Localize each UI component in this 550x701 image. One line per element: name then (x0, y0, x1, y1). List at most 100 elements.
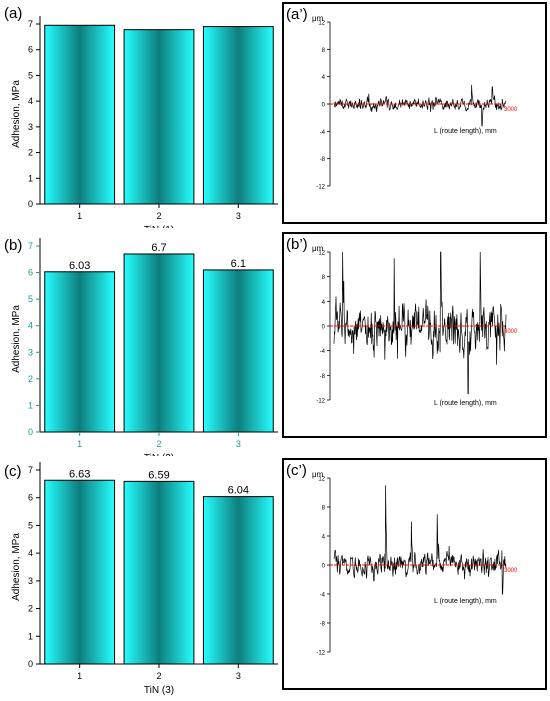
data-label: 6.03 (69, 260, 90, 272)
y-tick-label: 2 (28, 604, 33, 614)
panel-row-a: 01234567123TiN (1)Adhesion, MPa(a) (a’)μ… (0, 0, 550, 236)
y-tick-label: 7 (28, 465, 33, 475)
data-label: 6.04 (228, 485, 249, 497)
y-axis-title: Adhesion, MPa (11, 80, 22, 148)
profile-y-tick-label: -8 (320, 374, 326, 380)
bar (44, 479, 116, 665)
panel-row-c: 0 1 2 3 4 5 6 7 1 6.63 2 6.59 3 6.04 TiN (3) Adhesion, … (0, 456, 550, 696)
x-tick-label: 3 (236, 211, 241, 221)
data-label: 6.7 (151, 242, 166, 254)
bar (202, 269, 274, 433)
bar-chart-c-svg: 0 1 2 3 4 5 6 7 1 6.63 2 6.59 3 6.04 TiN (3) Adhesion, … (4, 462, 278, 696)
y-tick-label: 1 (28, 173, 33, 183)
y-tick-label: 0 (28, 659, 33, 669)
x-tick-label: 2 (156, 211, 161, 221)
y-tick-label: 7 (28, 241, 33, 251)
bar (123, 253, 195, 433)
profile-y-tick-label: -12 (316, 651, 325, 657)
bar-chart-a-svg: 01234567123TiN (1)Adhesion, MPa(a) (4, 5, 278, 236)
y-tick-label: 3 (28, 347, 33, 357)
y-tick-label: 6 (28, 45, 33, 55)
profile-y-tick-label: 4 (322, 300, 326, 306)
y-tick-label: 3 (28, 576, 33, 586)
end-tick-label: 3000 (504, 107, 518, 113)
x-tick-label: 2 (156, 671, 161, 681)
x-tick-label: 3 (236, 671, 241, 681)
bar (202, 26, 274, 205)
x-tick-label: 1 (77, 211, 82, 221)
profile-y-tick-label: -8 (320, 622, 326, 628)
profile-y-tick-label: 0 (322, 325, 326, 331)
y-tick-label: 4 (28, 321, 33, 331)
y-tick-label: 7 (28, 19, 33, 29)
bar (123, 29, 195, 205)
y-tick-label: 6 (28, 493, 33, 503)
panel-label: (a’) (286, 6, 308, 23)
x-axis-title: L (route length), mm (434, 400, 497, 407)
bar (44, 271, 116, 433)
profile-y-tick-label: 4 (322, 535, 326, 541)
y-tick-label: 0 (28, 199, 33, 209)
unit-label: μm (312, 470, 324, 479)
bar (202, 496, 274, 665)
y-tick-label: 2 (28, 148, 33, 158)
y-axis-title: Adhesion, MPa (11, 305, 22, 373)
x-tick-label: 1 (77, 671, 82, 681)
panel-label: (c) (4, 463, 22, 480)
profile-y-tick-label: 8 (322, 48, 326, 54)
y-tick-label: 5 (28, 520, 33, 530)
x-tick-label: 2 (156, 439, 161, 449)
panel-label: (c’) (286, 462, 307, 479)
profile-y-tick-label: -4 (320, 593, 326, 599)
y-tick-label: 1 (28, 400, 33, 410)
data-label: 6.63 (69, 468, 90, 480)
profile-trace (333, 251, 507, 395)
profile-panel-b: (b’) μm 12 8 4 0 -4 -8 -12 3000 L (route length), … (282, 232, 547, 438)
end-tick-label: 3000 (504, 329, 518, 335)
bar (44, 24, 116, 205)
x-axis-title: L (route length), mm (434, 598, 497, 605)
x-axis-title: TiN (3) (144, 685, 174, 696)
y-tick-label: 0 (28, 427, 33, 437)
x-axis-title: L (route length), mm (434, 128, 497, 135)
bar-chart-a: 01234567123TiN (1)Adhesion, MPa(a) (0, 0, 282, 236)
profile-y-tick-label: 8 (322, 275, 326, 281)
unit-label: μm (312, 14, 324, 23)
bar (123, 480, 195, 665)
profile-y-tick-label: -4 (320, 130, 326, 136)
unit-label: μm (312, 244, 324, 253)
profile-y-tick-label: -8 (320, 157, 326, 163)
profile-y-tick-label: 12 (318, 251, 325, 257)
data-label: 6.59 (148, 469, 169, 481)
profile-y-tick-label: 0 (322, 103, 326, 109)
y-tick-label: 4 (28, 548, 33, 558)
profile-y-tick-label: -12 (316, 185, 325, 191)
profile-y-tick-label: 12 (318, 477, 325, 483)
y-tick-label: 5 (28, 294, 33, 304)
y-tick-label: 1 (28, 631, 33, 641)
profile-y-tick-label: 4 (322, 75, 326, 81)
profile-y-tick-label: 8 (322, 506, 326, 512)
profile-panel-c: (c’) μm 12 8 4 0 -4 -8 -12 3000 L (route length), … (282, 458, 547, 690)
profile-y-tick-label: 0 (322, 564, 326, 570)
x-tick-label: 1 (77, 439, 82, 449)
y-tick-label: 5 (28, 70, 33, 80)
profile-trace (333, 485, 507, 595)
y-tick-label: 3 (28, 122, 33, 132)
y-tick-label: 4 (28, 96, 33, 106)
bar-chart-c: 0 1 2 3 4 5 6 7 1 6.63 2 6.59 3 6.04 TiN (3) Adhesion, … (0, 456, 282, 696)
profile-panel-a: (a’) μm 12 8 4 0 -4 -8 -12 3000 L (route length), … (282, 2, 547, 224)
panel-label: (b’) (286, 236, 308, 253)
end-tick-label: 3000 (504, 568, 518, 574)
y-tick-label: 2 (28, 374, 33, 384)
panel-label: (b) (4, 237, 22, 254)
profile-y-tick-label: -12 (316, 399, 325, 405)
panel-label: (a) (4, 5, 22, 22)
profile-y-tick-label: -4 (320, 349, 326, 355)
